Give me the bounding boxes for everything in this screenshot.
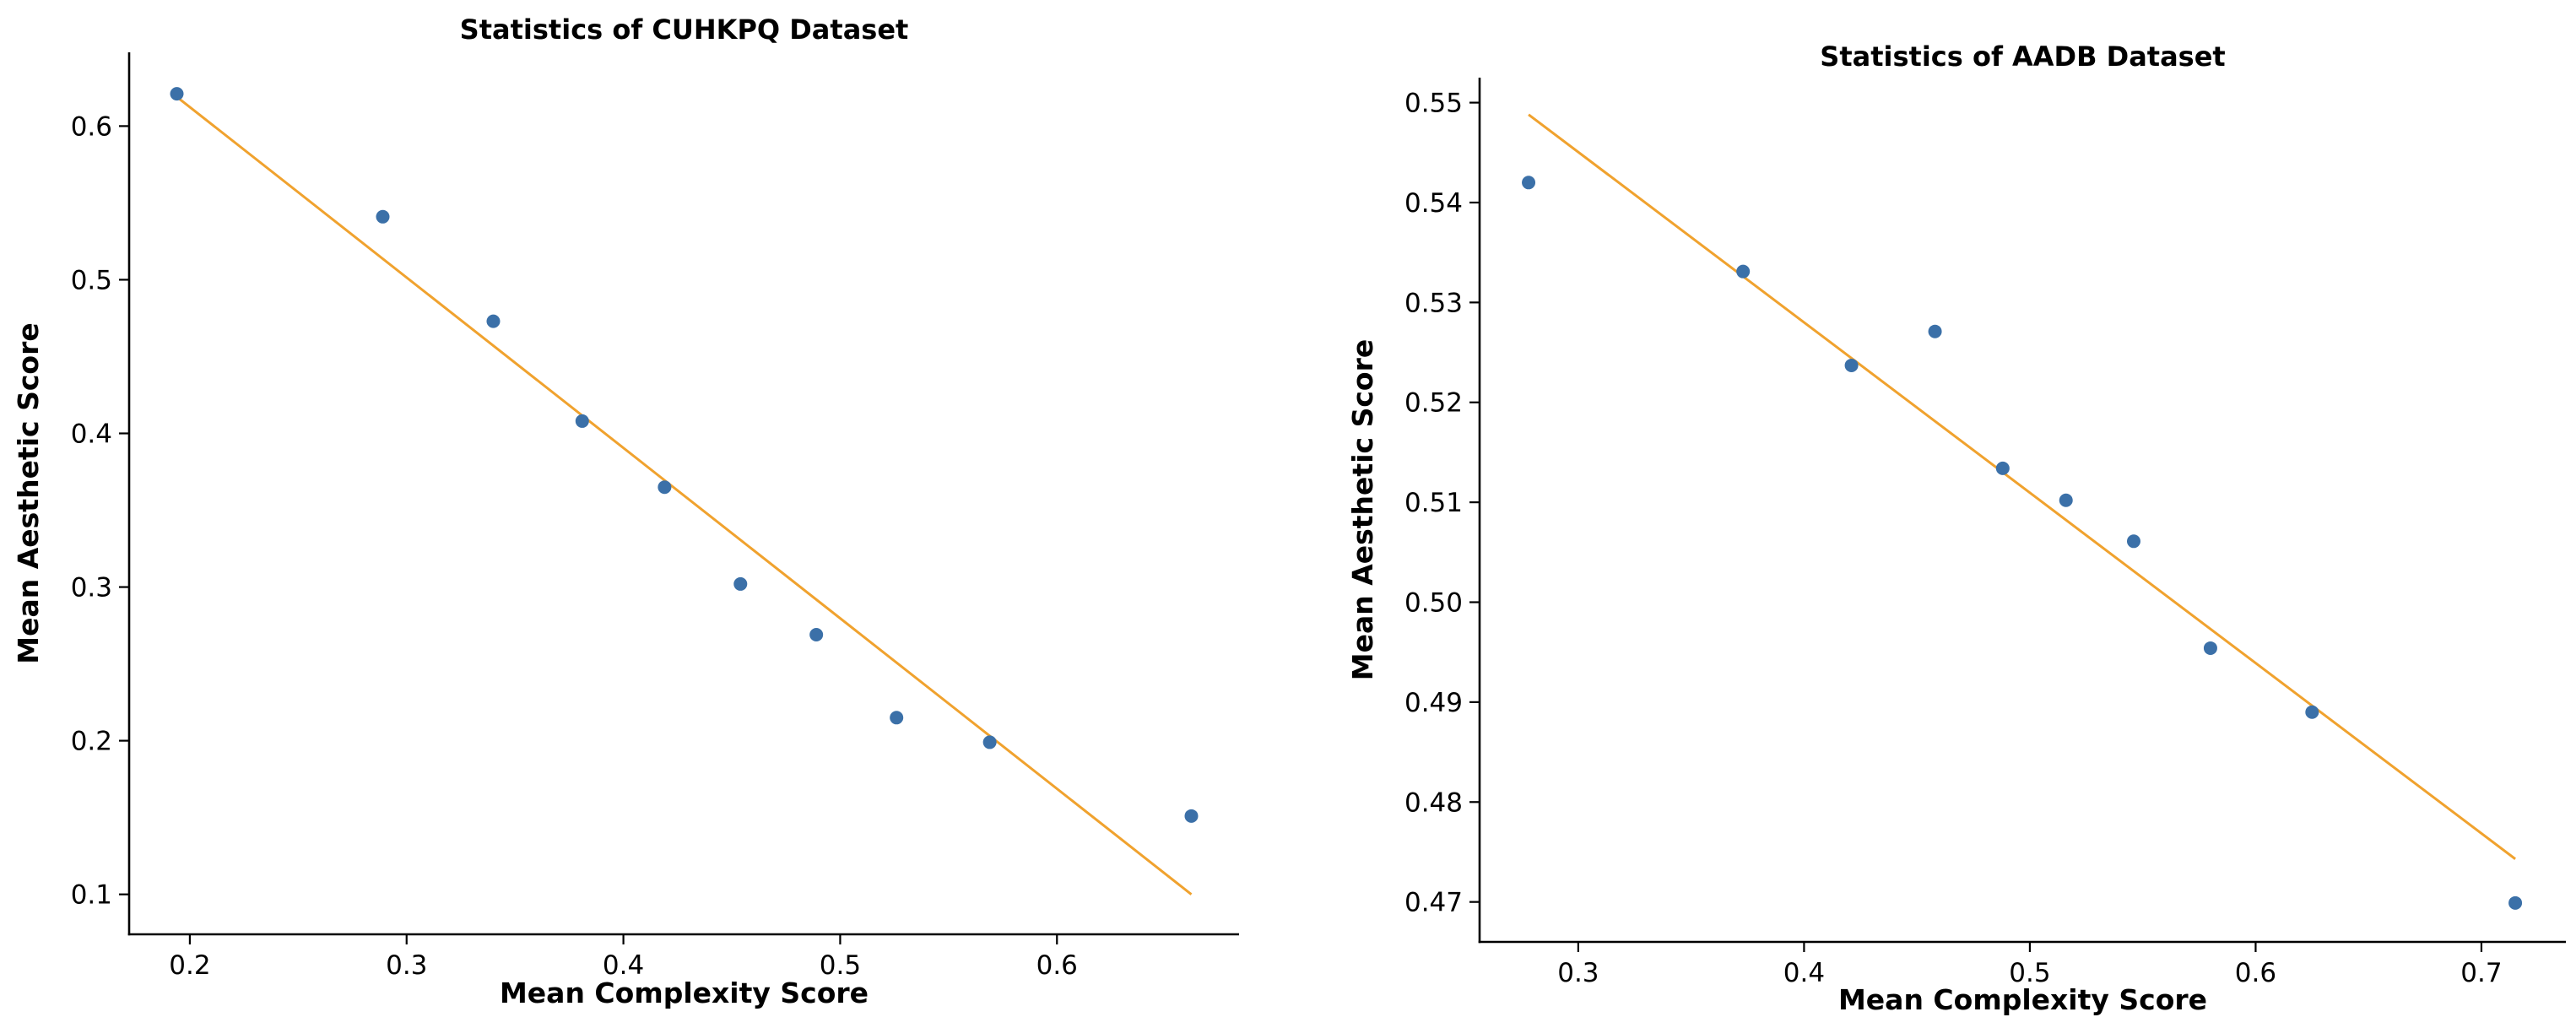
- trend-line: [176, 95, 1193, 895]
- data-point: [2203, 641, 2217, 655]
- y-tick-label: 0.5: [71, 265, 112, 295]
- data-point: [486, 314, 501, 328]
- y-tick-label: 0.55: [1404, 89, 1463, 119]
- x-tick-label: 0.6: [1036, 950, 1078, 981]
- data-point: [2059, 493, 2073, 507]
- chart-title: Statistics of AADB Dataset: [1820, 41, 2225, 73]
- y-tick-label: 0.49: [1404, 688, 1463, 718]
- y-tick-label: 0.48: [1404, 787, 1463, 818]
- data-point: [982, 735, 997, 749]
- data-point: [733, 576, 748, 591]
- y-tick-label: 0.47: [1404, 888, 1463, 918]
- data-point: [1995, 461, 2010, 475]
- data-point: [170, 87, 184, 101]
- data-point: [376, 209, 390, 224]
- data-point: [890, 711, 904, 725]
- x-tick-label: 0.3: [1557, 958, 1599, 988]
- data-point: [1844, 358, 1859, 372]
- x-axis-label: Mean Complexity Score: [1838, 983, 2207, 1016]
- data-point: [575, 414, 589, 428]
- x-axis-label: Mean Complexity Score: [500, 977, 869, 1009]
- y-axis-label: Mean Aesthetic Score: [12, 322, 45, 663]
- y-tick-label: 0.54: [1404, 188, 1463, 219]
- data-point: [2508, 895, 2523, 910]
- data-point: [1522, 176, 1536, 190]
- x-tick-label: 0.4: [1783, 958, 1825, 988]
- y-tick-label: 0.53: [1404, 288, 1463, 318]
- y-axis-label: Mean Aesthetic Score: [1346, 339, 1379, 680]
- x-tick-label: 0.6: [2235, 958, 2276, 988]
- data-point: [809, 627, 824, 641]
- y-tick-label: 0.50: [1404, 588, 1463, 619]
- y-tick-label: 0.52: [1404, 388, 1463, 419]
- trend-line: [1528, 113, 2516, 860]
- x-tick-label: 0.5: [820, 950, 861, 981]
- data-point: [1928, 324, 1942, 338]
- data-point: [1736, 264, 1751, 279]
- data-point: [1184, 809, 1199, 823]
- x-tick-label: 0.3: [386, 950, 427, 981]
- y-tick-label: 0.6: [71, 111, 112, 142]
- y-tick-label: 0.3: [71, 573, 112, 603]
- y-tick-label: 0.51: [1404, 488, 1463, 518]
- data-point: [2305, 705, 2319, 719]
- y-tick-label: 0.4: [71, 419, 112, 449]
- y-tick-label: 0.1: [71, 880, 112, 911]
- x-tick-label: 0.7: [2460, 958, 2502, 988]
- x-tick-label: 0.4: [603, 950, 644, 981]
- x-tick-label: 0.2: [169, 950, 210, 981]
- data-point: [658, 480, 672, 495]
- x-tick-label: 0.5: [2009, 958, 2050, 988]
- y-tick-label: 0.2: [71, 727, 112, 757]
- chart-cuhkpq: Statistics of CUHKPQ Dataset 0.2 0.3 0.4 0.5…: [12, 14, 1239, 1009]
- chart-title: Statistics of CUHKPQ Dataset: [460, 14, 909, 46]
- data-point: [2126, 534, 2140, 549]
- chart-aadb: Statistics of AADB Dataset 0.3 0.4 0.5 0.6 0.…: [1346, 41, 2566, 1016]
